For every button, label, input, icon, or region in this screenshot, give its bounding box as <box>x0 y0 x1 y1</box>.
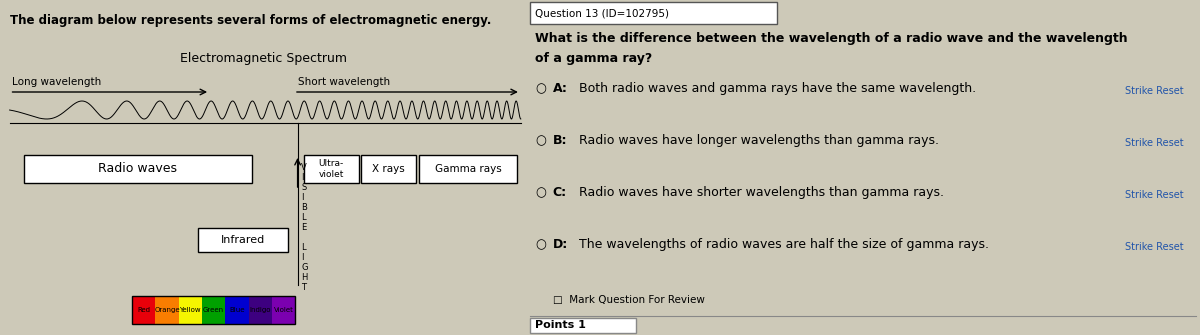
Text: Radio waves: Radio waves <box>98 162 178 176</box>
Text: Yellow: Yellow <box>180 307 202 313</box>
Text: L: L <box>301 244 306 253</box>
Text: Ultra-
violet: Ultra- violet <box>318 159 344 179</box>
Text: Both radio waves and gamma rays have the same wavelength.: Both radio waves and gamma rays have the… <box>580 82 977 95</box>
Text: ○: ○ <box>535 238 546 251</box>
Text: C:: C: <box>553 186 566 199</box>
Text: X rays: X rays <box>372 164 406 174</box>
Text: Indigo: Indigo <box>250 307 271 313</box>
Text: ○: ○ <box>535 134 546 147</box>
Text: H: H <box>301 273 307 282</box>
Text: Gamma rays: Gamma rays <box>434 164 502 174</box>
Bar <box>361 155 416 183</box>
Text: □  Mark Question For Review: □ Mark Question For Review <box>553 295 704 305</box>
Text: Short wavelength: Short wavelength <box>298 77 390 87</box>
Text: Strike Reset: Strike Reset <box>1124 242 1183 252</box>
Text: Radio waves have shorter wavelengths than gamma rays.: Radio waves have shorter wavelengths tha… <box>580 186 944 199</box>
Text: Infrared: Infrared <box>221 235 265 245</box>
Text: Points 1: Points 1 <box>535 320 586 330</box>
Text: S: S <box>301 184 306 193</box>
Text: E: E <box>301 223 306 232</box>
Text: Red: Red <box>137 307 150 313</box>
Text: T: T <box>301 283 306 292</box>
Text: B: B <box>301 203 307 212</box>
Bar <box>529 318 636 333</box>
Bar <box>179 296 202 324</box>
Text: G: G <box>301 264 307 272</box>
Text: ○: ○ <box>535 186 546 199</box>
Bar <box>529 2 778 24</box>
Bar <box>419 155 517 183</box>
Bar <box>132 296 155 324</box>
Bar <box>198 228 288 252</box>
Bar <box>24 155 252 183</box>
Text: The diagram below represents several forms of electromagnetic energy.: The diagram below represents several for… <box>10 14 491 27</box>
Text: Strike Reset: Strike Reset <box>1124 86 1183 96</box>
Text: Question 13 (ID=102795): Question 13 (ID=102795) <box>535 8 670 18</box>
Text: I: I <box>301 174 304 183</box>
Text: ○: ○ <box>535 82 546 95</box>
Text: Green: Green <box>203 307 224 313</box>
Text: D:: D: <box>553 238 568 251</box>
Text: I: I <box>301 254 304 263</box>
Bar <box>248 296 272 324</box>
Text: Strike Reset: Strike Reset <box>1124 138 1183 148</box>
Bar <box>226 296 248 324</box>
Text: I: I <box>301 194 304 202</box>
Text: Long wavelength: Long wavelength <box>12 77 101 87</box>
Bar <box>132 296 295 324</box>
Text: V: V <box>301 163 307 173</box>
Bar <box>272 296 295 324</box>
Bar <box>202 296 226 324</box>
Text: Blue: Blue <box>229 307 245 313</box>
Text: Strike Reset: Strike Reset <box>1124 190 1183 200</box>
Text: Electromagnetic Spectrum: Electromagnetic Spectrum <box>180 52 348 65</box>
Bar <box>304 155 359 183</box>
Text: Violet: Violet <box>274 307 294 313</box>
Bar <box>155 296 179 324</box>
Text: Orange: Orange <box>154 307 180 313</box>
Text: A:: A: <box>553 82 568 95</box>
Text: Radio waves have longer wavelengths than gamma rays.: Radio waves have longer wavelengths than… <box>580 134 940 147</box>
Text: L: L <box>301 213 306 222</box>
Text: The wavelengths of radio waves are half the size of gamma rays.: The wavelengths of radio waves are half … <box>580 238 989 251</box>
Text: What is the difference between the wavelength of a radio wave and the wavelength: What is the difference between the wavel… <box>535 32 1128 45</box>
Text: of a gamma ray?: of a gamma ray? <box>535 52 653 65</box>
Text: B:: B: <box>553 134 568 147</box>
